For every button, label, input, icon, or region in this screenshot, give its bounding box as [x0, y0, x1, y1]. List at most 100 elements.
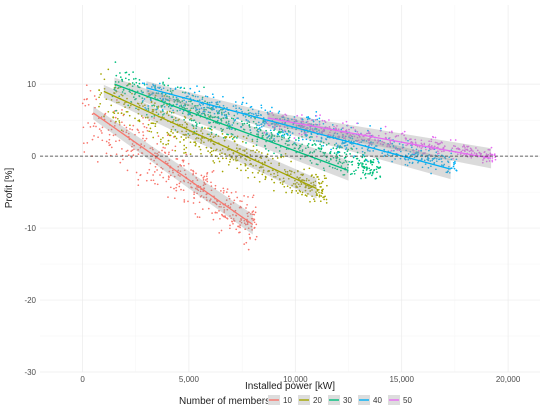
data-point: [270, 162, 272, 165]
data-point: [110, 146, 113, 149]
data-point: [386, 153, 389, 156]
data-point: [407, 139, 409, 142]
data-point: [287, 137, 290, 140]
data-point: [178, 118, 180, 121]
data-point: [253, 213, 256, 216]
data-point: [202, 103, 204, 106]
data-point: [295, 190, 298, 192]
data-point: [151, 104, 153, 107]
data-point: [185, 101, 188, 103]
data-point: [407, 153, 410, 155]
data-point: [367, 149, 369, 152]
data-point: [170, 116, 173, 118]
data-point: [315, 111, 318, 113]
data-point: [294, 120, 297, 122]
data-point: [291, 184, 293, 187]
data-point: [297, 124, 300, 127]
data-point: [413, 156, 416, 159]
data-point: [338, 160, 341, 163]
data-point: [236, 159, 239, 162]
data-point: [262, 121, 265, 124]
data-point: [286, 140, 289, 143]
data-point: [279, 118, 281, 120]
data-point: [291, 118, 293, 121]
data-point: [344, 135, 347, 138]
data-point: [176, 183, 178, 186]
data-point: [435, 157, 438, 160]
data-point: [244, 169, 247, 172]
data-point: [156, 169, 158, 171]
data-point: [430, 138, 433, 141]
data-point: [313, 142, 316, 145]
data-point: [176, 100, 179, 102]
data-point: [154, 152, 156, 154]
data-point: [107, 68, 110, 71]
data-point: [203, 109, 206, 111]
data-point: [122, 89, 125, 91]
data-point: [283, 137, 285, 139]
data-point: [194, 187, 197, 190]
data-point: [152, 174, 154, 176]
data-point: [126, 97, 128, 100]
data-point: [276, 132, 279, 135]
data-point: [180, 105, 183, 108]
data-point: [200, 107, 203, 109]
data-point: [397, 134, 400, 137]
data-point: [374, 139, 376, 141]
data-point: [356, 122, 358, 125]
data-point: [113, 88, 116, 91]
data-point: [183, 180, 186, 183]
data-point: [202, 177, 205, 179]
data-point: [205, 175, 208, 178]
data-point: [241, 124, 244, 126]
data-point: [346, 171, 349, 173]
data-point: [98, 89, 100, 91]
data-point: [156, 183, 159, 186]
data-point: [193, 191, 196, 194]
data-point: [304, 133, 307, 136]
data-point: [256, 138, 259, 141]
data-point: [494, 158, 497, 161]
data-point: [264, 144, 266, 147]
data-point: [173, 175, 176, 178]
data-point: [452, 145, 455, 147]
data-point: [220, 190, 222, 192]
data-point: [401, 147, 404, 150]
data-point: [156, 106, 158, 108]
data-point: [265, 148, 267, 150]
data-point: [169, 107, 172, 110]
data-point: [179, 164, 181, 166]
data-point: [288, 169, 291, 172]
data-point: [241, 122, 244, 125]
data-point: [247, 248, 250, 251]
data-point: [244, 164, 247, 167]
data-point: [472, 150, 474, 152]
data-point: [210, 116, 212, 118]
data-point: [167, 105, 170, 108]
data-point: [433, 162, 436, 164]
data-point: [301, 149, 304, 151]
data-point: [345, 132, 348, 135]
data-point: [222, 128, 224, 131]
data-point: [278, 127, 281, 130]
data-point: [333, 125, 335, 128]
data-point: [248, 121, 251, 123]
data-point: [141, 101, 144, 103]
data-point: [300, 125, 303, 128]
data-point: [280, 156, 282, 159]
data-point: [185, 130, 188, 133]
data-point: [254, 206, 257, 209]
data-point: [365, 163, 367, 166]
data-point: [238, 154, 240, 157]
data-point: [200, 174, 203, 177]
data-point: [178, 182, 181, 185]
data-point: [317, 178, 320, 181]
data-point: [448, 171, 451, 174]
data-point: [379, 175, 381, 178]
data-point: [232, 218, 235, 220]
data-point: [209, 135, 212, 138]
data-point: [297, 192, 299, 194]
data-point: [271, 133, 273, 136]
data-point: [216, 103, 219, 106]
data-point: [230, 191, 233, 194]
